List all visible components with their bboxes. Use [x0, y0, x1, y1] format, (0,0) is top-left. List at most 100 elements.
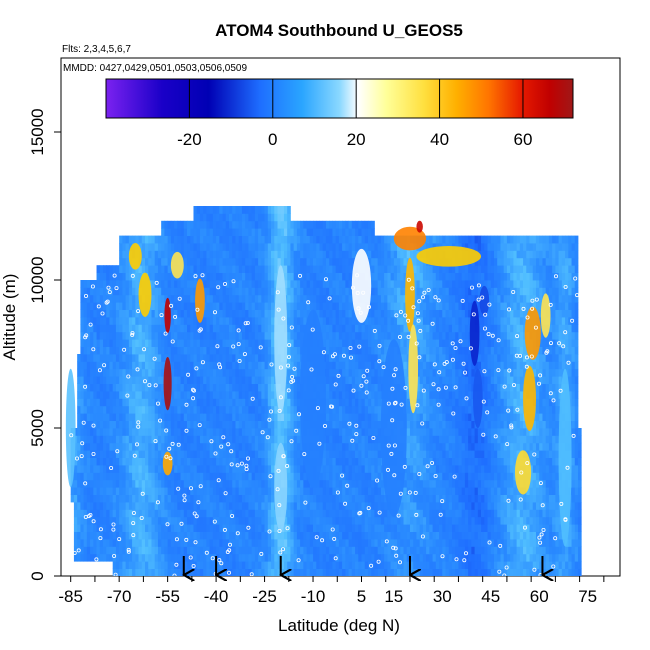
- curtain-cell: [313, 568, 317, 576]
- curtain-cell: [96, 383, 101, 392]
- curtain-cell: [106, 346, 110, 355]
- curtain-cell: [264, 479, 269, 488]
- curtain-cell: [80, 487, 85, 495]
- curtain-cell: [374, 339, 379, 347]
- curtain-cell: [481, 442, 485, 451]
- curtain-cell: [322, 561, 327, 569]
- curtain-cell: [351, 450, 356, 458]
- curtain-cell: [345, 413, 349, 421]
- curtain-cell: [577, 568, 582, 576]
- curtain-cell: [274, 568, 278, 576]
- curtain-cell: [212, 531, 217, 540]
- curtain-cell: [552, 524, 556, 532]
- curtain-cell: [503, 568, 508, 576]
- curtain-cell: [203, 465, 207, 473]
- curtain-cell: [442, 568, 446, 576]
- curtain-cell: [335, 420, 340, 429]
- curtain-cell: [519, 442, 524, 451]
- curtain-cell: [132, 531, 136, 540]
- curtain-cell: [119, 413, 123, 421]
- curtain-cell: [157, 405, 162, 414]
- curtain-cell: [164, 546, 169, 555]
- curtain-cell: [157, 502, 162, 510]
- curtain-cell: [325, 361, 330, 370]
- curtain-cell: [154, 383, 159, 392]
- curtain-cell: [487, 479, 492, 488]
- curtain-cell: [219, 398, 223, 407]
- curtain-cell: [406, 472, 411, 481]
- curtain-cell: [109, 465, 114, 473]
- curtain-cell: [432, 442, 437, 451]
- curtain-cell: [384, 509, 388, 518]
- curtain-cell: [561, 568, 566, 576]
- curtain-cell: [106, 354, 110, 362]
- curtain-cell: [80, 368, 85, 377]
- curtain-cell: [219, 391, 223, 399]
- curtain-cell: [222, 472, 227, 481]
- curtain-cell: [125, 376, 130, 384]
- curtain-cell: [132, 420, 136, 429]
- curtain-cell: [552, 391, 556, 399]
- curtain-cell: [238, 383, 243, 392]
- curtain-cell: [99, 472, 104, 481]
- curtain-cell: [209, 472, 214, 481]
- curtain-cell: [148, 531, 152, 540]
- curtain-cell: [193, 376, 198, 384]
- curtain-cell: [80, 405, 85, 414]
- curtain-cell: [245, 442, 249, 451]
- curtain-cell: [481, 524, 485, 532]
- curtain-cell: [481, 516, 485, 525]
- curtain-cell: [238, 539, 243, 547]
- curtain-cell: [290, 442, 295, 451]
- curtain-cell: [451, 442, 456, 451]
- curtain-cell: [296, 346, 301, 355]
- curtain-cell: [128, 346, 133, 355]
- curtain-cell: [151, 472, 156, 481]
- curtain-cell: [248, 457, 253, 466]
- curtain-cell: [128, 487, 133, 495]
- curtain-cell: [157, 479, 162, 488]
- curtain-cell: [493, 398, 498, 407]
- curtain-cell: [306, 531, 311, 540]
- curtain-cell: [523, 568, 527, 576]
- curtain-cell: [571, 516, 576, 525]
- curtain-cell: [426, 487, 430, 495]
- curtain-cell: [170, 561, 175, 569]
- curtain-cell: [115, 553, 120, 562]
- curtain-cell: [157, 368, 162, 377]
- curtain-cell: [225, 457, 230, 466]
- curtain-cell: [235, 457, 240, 466]
- curtain-cell: [416, 413, 421, 421]
- curtain-cell: [93, 368, 97, 377]
- curtain-cell: [90, 553, 94, 562]
- curtain-cell: [367, 539, 372, 547]
- curtain-cell: [174, 494, 178, 503]
- curtain-cell: [216, 383, 220, 392]
- curtain-cell: [574, 435, 579, 444]
- curtain-cell: [526, 524, 530, 532]
- curtain-cell: [271, 465, 275, 473]
- curtain-cell: [125, 479, 130, 488]
- curtain-cell: [464, 502, 469, 510]
- curtain-cell: [277, 561, 282, 569]
- curtain-cell: [439, 346, 443, 355]
- curtain-cell: [128, 376, 133, 384]
- curtain-cell: [145, 516, 149, 525]
- curtain-cell: [93, 502, 97, 510]
- curtain-cell: [409, 479, 414, 488]
- curtain-cell: [545, 531, 550, 540]
- curtain-cell: [241, 457, 246, 466]
- curtain-cell: [574, 561, 579, 569]
- curtain-cell: [125, 413, 130, 421]
- curtain-cell: [216, 457, 220, 466]
- curtain-cell: [539, 539, 543, 547]
- curtain-cell: [568, 354, 572, 362]
- curtain-cell: [219, 413, 223, 421]
- curtain-cell: [196, 391, 201, 399]
- curtain-cell: [513, 494, 517, 503]
- curtain-cell: [455, 561, 459, 569]
- curtain-cell: [70, 487, 75, 495]
- curtain-cell: [545, 413, 550, 421]
- curtain-cell: [138, 339, 143, 347]
- curtain-cell: [112, 346, 117, 355]
